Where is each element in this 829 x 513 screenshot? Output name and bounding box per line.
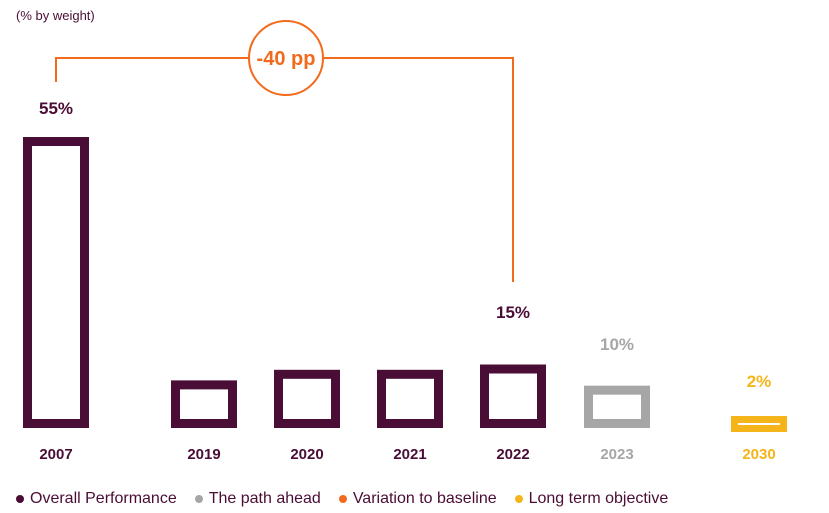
tick-label-2020: 2020 — [290, 446, 323, 463]
legend-dot-variation — [338, 495, 347, 503]
legend-label: Overall Performance — [30, 490, 177, 507]
legend-dot-long-term — [514, 495, 523, 503]
data-label-2007: 55% — [39, 99, 73, 118]
data-label-2030: 2% — [747, 372, 772, 391]
legend-item-overall-performance: Overall Performance — [16, 490, 177, 508]
bar-2023 — [584, 385, 650, 429]
unit-label: (% by weight) — [16, 8, 95, 23]
legend-label: Long term objective — [528, 490, 669, 507]
legend-label: Variation to baseline — [352, 490, 497, 507]
tick-label-2021: 2021 — [393, 446, 426, 463]
variation-badge — [248, 20, 324, 96]
bar-2007 — [23, 137, 89, 428]
data-label-2023: 10% — [600, 335, 634, 354]
bar-2021 — [377, 369, 443, 428]
data-label-2022: 15% — [496, 303, 530, 322]
legend-item-long-term: Long term objective — [514, 490, 669, 508]
variation-label: -40 pp — [257, 48, 316, 70]
tick-label-2019: 2019 — [187, 446, 220, 463]
legend-item-variation: Variation to baseline — [338, 490, 497, 508]
legend-label: The path ahead — [208, 490, 321, 507]
bar-2019 — [171, 380, 237, 428]
legend-dot-path-ahead — [194, 495, 203, 503]
bar-2020 — [274, 369, 340, 428]
tick-label-2030: 2030 — [742, 446, 775, 463]
legend-item-path-ahead: The path ahead — [194, 490, 321, 508]
tick-label-2022: 2022 — [496, 446, 529, 463]
legend-dot-overall-performance — [16, 495, 24, 503]
tick-label-2023: 2023 — [600, 446, 633, 463]
legend: Overall Performance The path ahead Varia… — [16, 490, 668, 508]
bar-2022 — [480, 364, 546, 429]
tick-label-2007: 2007 — [39, 446, 72, 463]
